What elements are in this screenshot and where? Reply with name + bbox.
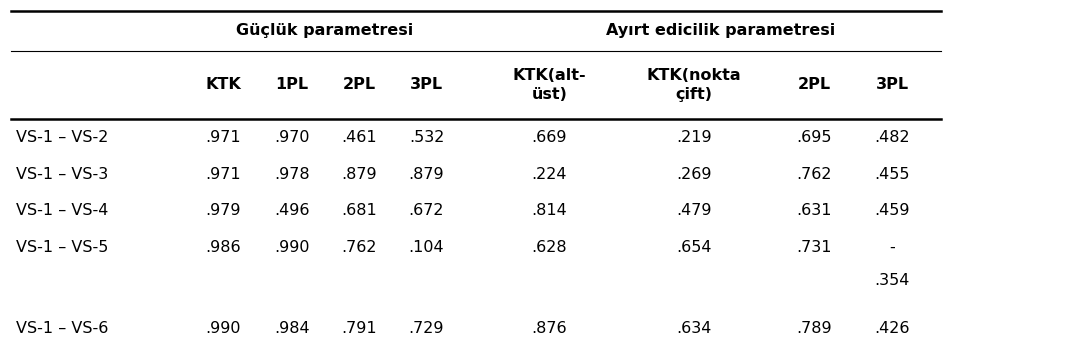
Text: .455: .455 — [875, 167, 910, 182]
Text: .628: .628 — [532, 240, 567, 255]
Text: KTK: KTK — [206, 77, 240, 92]
Text: .971: .971 — [206, 130, 240, 145]
Text: .971: .971 — [206, 167, 240, 182]
Text: .762: .762 — [796, 167, 831, 182]
Text: .789: .789 — [796, 321, 831, 336]
Text: .986: .986 — [206, 240, 240, 255]
Text: .269: .269 — [677, 167, 712, 182]
Text: .631: .631 — [796, 203, 831, 218]
Text: .814: .814 — [532, 203, 567, 218]
Text: VS-1 – VS-2: VS-1 – VS-2 — [16, 130, 109, 145]
Text: 2PL: 2PL — [343, 77, 375, 92]
Text: 3PL: 3PL — [410, 77, 443, 92]
Text: VS-1 – VS-3: VS-1 – VS-3 — [16, 167, 109, 182]
Text: .729: .729 — [409, 321, 444, 336]
Text: KTK(alt-
üst): KTK(alt- üst) — [512, 68, 586, 102]
Text: 2PL: 2PL — [798, 77, 830, 92]
Text: .461: .461 — [342, 130, 376, 145]
Text: Güçlük parametresi: Güçlük parametresi — [236, 23, 413, 38]
Text: .654: .654 — [677, 240, 712, 255]
Text: VS-1 – VS-5: VS-1 – VS-5 — [16, 240, 109, 255]
Text: .224: .224 — [532, 167, 567, 182]
Text: .876: .876 — [532, 321, 567, 336]
Text: .426: .426 — [875, 321, 910, 336]
Text: -: - — [889, 240, 895, 255]
Text: Ayırt edicilik parametresi: Ayırt edicilik parametresi — [606, 23, 836, 38]
Text: VS-1 – VS-6: VS-1 – VS-6 — [16, 321, 109, 336]
Text: 1PL: 1PL — [275, 77, 308, 92]
Text: .879: .879 — [409, 167, 444, 182]
Text: .984: .984 — [274, 321, 309, 336]
Text: .532: .532 — [409, 130, 444, 145]
Text: .354: .354 — [875, 273, 910, 288]
Text: .672: .672 — [409, 203, 444, 218]
Text: .979: .979 — [206, 203, 240, 218]
Text: .990: .990 — [274, 240, 309, 255]
Text: .731: .731 — [796, 240, 831, 255]
Text: KTK(nokta
çift): KTK(nokta çift) — [647, 68, 741, 102]
Text: .634: .634 — [677, 321, 712, 336]
Text: VS-1 – VS-4: VS-1 – VS-4 — [16, 203, 109, 218]
Text: .479: .479 — [677, 203, 712, 218]
Text: .496: .496 — [274, 203, 309, 218]
Text: 3PL: 3PL — [876, 77, 908, 92]
Text: .482: .482 — [875, 130, 910, 145]
Text: .669: .669 — [532, 130, 567, 145]
Text: .970: .970 — [274, 130, 309, 145]
Text: .681: .681 — [342, 203, 376, 218]
Text: .791: .791 — [342, 321, 376, 336]
Text: .104: .104 — [409, 240, 444, 255]
Text: .219: .219 — [677, 130, 712, 145]
Text: .459: .459 — [875, 203, 910, 218]
Text: .879: .879 — [342, 167, 376, 182]
Text: .978: .978 — [274, 167, 309, 182]
Text: .695: .695 — [796, 130, 831, 145]
Text: .990: .990 — [206, 321, 240, 336]
Text: .762: .762 — [342, 240, 376, 255]
